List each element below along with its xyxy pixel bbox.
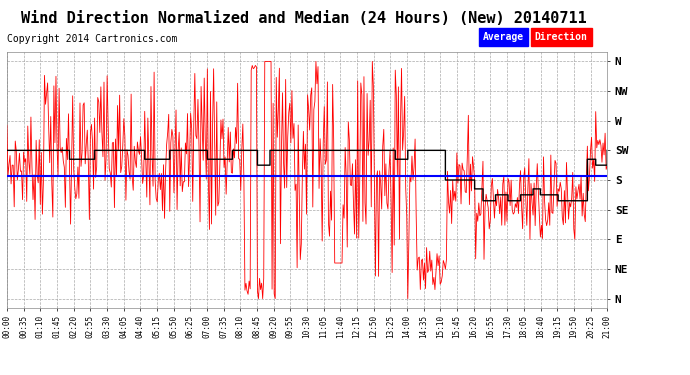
Text: Copyright 2014 Cartronics.com: Copyright 2014 Cartronics.com [7, 34, 177, 44]
Text: Direction: Direction [535, 32, 588, 42]
Text: Wind Direction Normalized and Median (24 Hours) (New) 20140711: Wind Direction Normalized and Median (24… [21, 11, 586, 26]
Text: Average: Average [483, 32, 524, 42]
